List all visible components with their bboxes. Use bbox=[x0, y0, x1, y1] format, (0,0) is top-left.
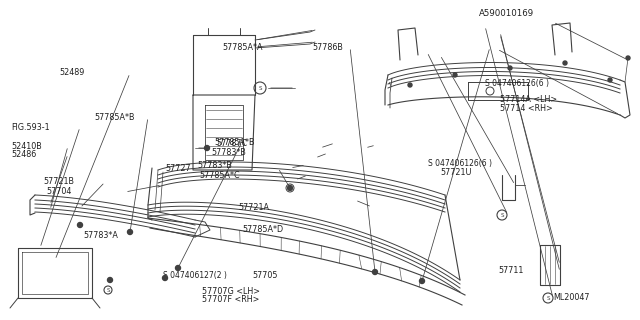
Text: 57711: 57711 bbox=[498, 266, 524, 275]
Text: FIG.593-1: FIG.593-1 bbox=[12, 123, 50, 132]
Circle shape bbox=[608, 78, 612, 82]
Text: 57714 <RH>: 57714 <RH> bbox=[500, 104, 553, 113]
Text: S: S bbox=[500, 212, 504, 218]
Text: 52489: 52489 bbox=[59, 68, 84, 77]
Text: 57785A*A: 57785A*A bbox=[223, 43, 263, 52]
Text: ML20047: ML20047 bbox=[554, 293, 590, 302]
Text: 57704: 57704 bbox=[46, 187, 72, 196]
Circle shape bbox=[287, 186, 292, 190]
Text: 57705: 57705 bbox=[253, 271, 278, 280]
Text: 57721B: 57721B bbox=[44, 177, 74, 186]
Circle shape bbox=[419, 278, 424, 284]
Text: 57727: 57727 bbox=[165, 164, 191, 173]
Text: 57707G <LH>: 57707G <LH> bbox=[202, 287, 260, 296]
Text: S: S bbox=[259, 85, 262, 91]
Circle shape bbox=[127, 229, 132, 235]
Text: S 047406127(2 ): S 047406127(2 ) bbox=[163, 271, 227, 280]
Circle shape bbox=[108, 277, 113, 283]
Text: 52410B: 52410B bbox=[12, 142, 42, 151]
Text: 57783*B: 57783*B bbox=[211, 148, 246, 157]
Text: 57787C: 57787C bbox=[216, 139, 248, 148]
Text: S 047406126(6 ): S 047406126(6 ) bbox=[428, 159, 492, 168]
Text: S: S bbox=[106, 287, 109, 292]
Text: 57721U: 57721U bbox=[440, 168, 472, 177]
Text: 57785A*B: 57785A*B bbox=[95, 113, 135, 122]
Text: 57714A <LH>: 57714A <LH> bbox=[500, 95, 557, 104]
Text: 57721A: 57721A bbox=[238, 203, 269, 212]
Circle shape bbox=[626, 56, 630, 60]
Circle shape bbox=[77, 222, 83, 228]
Circle shape bbox=[408, 83, 412, 87]
Circle shape bbox=[372, 269, 378, 275]
Text: 57786B: 57786B bbox=[312, 43, 343, 52]
Text: 57785A*B: 57785A*B bbox=[214, 138, 255, 147]
Text: 57785A*D: 57785A*D bbox=[242, 225, 283, 234]
Circle shape bbox=[175, 266, 180, 270]
Text: 52486: 52486 bbox=[12, 150, 36, 159]
Text: 57707F <RH>: 57707F <RH> bbox=[202, 295, 259, 304]
Text: A590010169: A590010169 bbox=[479, 9, 534, 18]
Circle shape bbox=[453, 73, 457, 77]
Circle shape bbox=[163, 276, 168, 281]
Text: S: S bbox=[547, 295, 550, 300]
Circle shape bbox=[508, 66, 512, 70]
Circle shape bbox=[205, 146, 209, 150]
Text: S 047406126(6 ): S 047406126(6 ) bbox=[485, 79, 549, 88]
Text: 57783*A: 57783*A bbox=[83, 231, 118, 240]
Text: 57785A*C: 57785A*C bbox=[200, 171, 240, 180]
Text: 57783*B: 57783*B bbox=[197, 161, 232, 170]
Circle shape bbox=[563, 61, 567, 65]
